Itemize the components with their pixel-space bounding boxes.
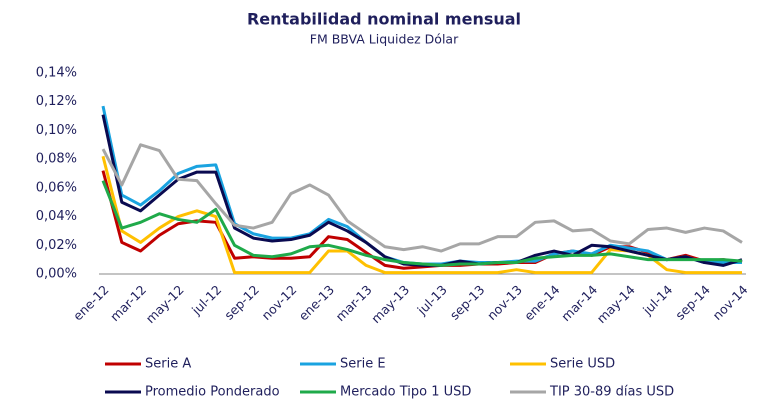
chart-title: Rentabilidad nominal mensual (247, 10, 521, 29)
x-tick-label: nov-13 (484, 282, 525, 323)
x-tick-label: mar-13 (333, 282, 375, 324)
x-tick-label: jul-13 (414, 282, 450, 318)
x-tick-label: sep-12 (221, 282, 262, 323)
x-tick-label: nov-12 (258, 282, 299, 323)
x-tick-label: jul-12 (188, 282, 224, 318)
x-tick-label: sep-13 (447, 282, 488, 323)
x-tick-label: ene-12 (70, 282, 112, 324)
y-tick-label: 0,08% (36, 152, 77, 167)
legend-label: Serie USD (550, 357, 615, 372)
y-tick-label: 0,14% (36, 66, 77, 81)
x-tick-label: mar-14 (558, 282, 600, 324)
x-tick-label: ene-14 (521, 282, 563, 324)
y-tick-label: 0,06% (36, 180, 77, 195)
y-tick-label: 0,02% (36, 238, 77, 253)
legend-label: Promedio Ponderado (145, 385, 280, 400)
y-tick-label: 0,12% (36, 94, 77, 109)
series-line (101, 143, 743, 253)
x-tick-label: nov-14 (710, 282, 751, 323)
x-tick-label: may-13 (368, 282, 412, 326)
legend-label: Serie A (145, 357, 191, 372)
x-tick-label: may-12 (143, 282, 187, 326)
y-tick-label: 0,00% (36, 267, 77, 282)
series-line (101, 180, 743, 267)
legend-label: Mercado Tipo 1 USD (340, 385, 471, 400)
x-tick-label: sep-14 (672, 282, 713, 323)
legend-label: Serie E (340, 357, 386, 372)
legend-label: TIP 30-89 días USD (549, 385, 674, 400)
series-line (101, 114, 743, 267)
y-tick-label: 0,10% (36, 123, 77, 138)
x-tick-label: jul-14 (639, 282, 675, 318)
chart-subtitle: FM BBVA Liquidez Dólar (310, 32, 459, 47)
x-tick-label: ene-13 (296, 282, 338, 324)
x-tick-label: may-14 (594, 282, 638, 326)
x-tick-label: mar-12 (107, 282, 149, 324)
y-tick-label: 0,04% (36, 209, 77, 224)
